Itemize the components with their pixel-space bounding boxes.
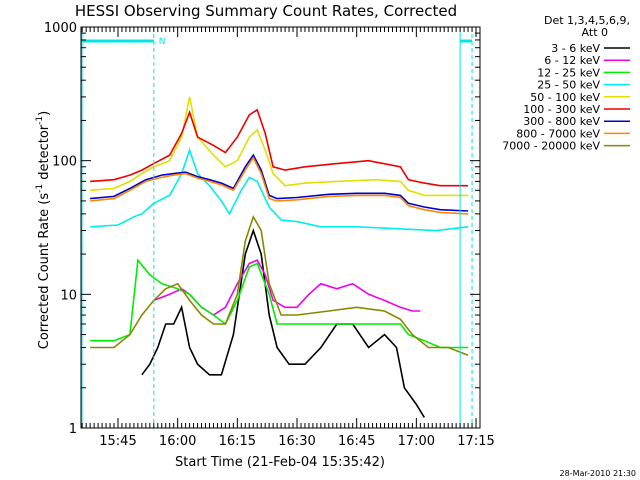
series-line-3: [90, 258, 469, 349]
legend-header-line-1: Det 1,3,4,5,6,9,: [544, 14, 630, 27]
y-tick-label: 10: [60, 288, 77, 303]
y-tick-label: 1000: [44, 21, 77, 36]
y-axis-title: Corrected Count Rate (s-1 detector-1): [35, 111, 52, 349]
x-tick-label: 17:15: [457, 434, 494, 449]
series-line-4: [90, 147, 469, 232]
x-tick-label: 16:15: [219, 434, 256, 449]
x-tick-label: 16:30: [278, 434, 315, 449]
x-tick-label: 16:45: [338, 434, 375, 449]
axes: 1 10 100 1000 15:45 16:00 16:15 16:30 16:45 17:00…: [44, 21, 495, 449]
legend-label-7: 300 - 800 keV: [523, 115, 600, 128]
series-line-7: [90, 153, 469, 212]
night-markers: N: [81, 27, 473, 428]
legend-header-line-2: Att 0: [582, 26, 608, 39]
series-line-9: [90, 214, 469, 357]
timestamp: 28-Mar-2010 21:30: [560, 469, 637, 478]
y-axis-title-part-3: ): [37, 111, 52, 116]
legend-label-9: 7000 - 20000 keV: [502, 140, 600, 153]
series-line-1: [141, 228, 425, 418]
legend-header: Det 1,3,4,5,6,9, Att 0: [544, 14, 630, 39]
legend-label-5: 50 - 100 keV: [530, 91, 600, 104]
x-tick-label: 16:00: [159, 434, 196, 449]
legend-label-2: 6 - 12 keV: [544, 54, 600, 67]
plot-frame: [80, 26, 481, 429]
legend-label-3: 12 - 25 keV: [537, 66, 600, 79]
chart-title: HESSI Observing Summary Count Rates, Cor…: [75, 2, 457, 20]
series-line-8: [90, 156, 469, 215]
y-tick-label: 1: [69, 422, 77, 437]
legend-label-4: 25 - 50 keV: [537, 79, 600, 92]
y-axis-title-part-2: detector: [37, 124, 52, 184]
y-axis-title-sup-1: -1: [35, 184, 45, 193]
series-line-6: [90, 108, 469, 187]
legend-label-1: 3 - 6 keV: [551, 42, 600, 55]
plot-lines: [90, 96, 469, 418]
x-tick-label: 15:45: [99, 434, 136, 449]
y-axis-title-sup-2: -1: [35, 116, 45, 125]
y-axis-title-part-1: Corrected Count Rate (s: [37, 193, 52, 350]
y-tick-label: 100: [52, 155, 77, 170]
legend-label-6: 100 - 300 keV: [523, 103, 600, 116]
x-tick-label: 17:00: [398, 434, 435, 449]
series-line-5: [90, 96, 469, 197]
x-axis-title: Start Time (21-Feb-04 15:35:42): [175, 455, 385, 470]
legend-label-8: 800 - 7000 keV: [516, 127, 600, 140]
night-label: N: [159, 37, 166, 47]
